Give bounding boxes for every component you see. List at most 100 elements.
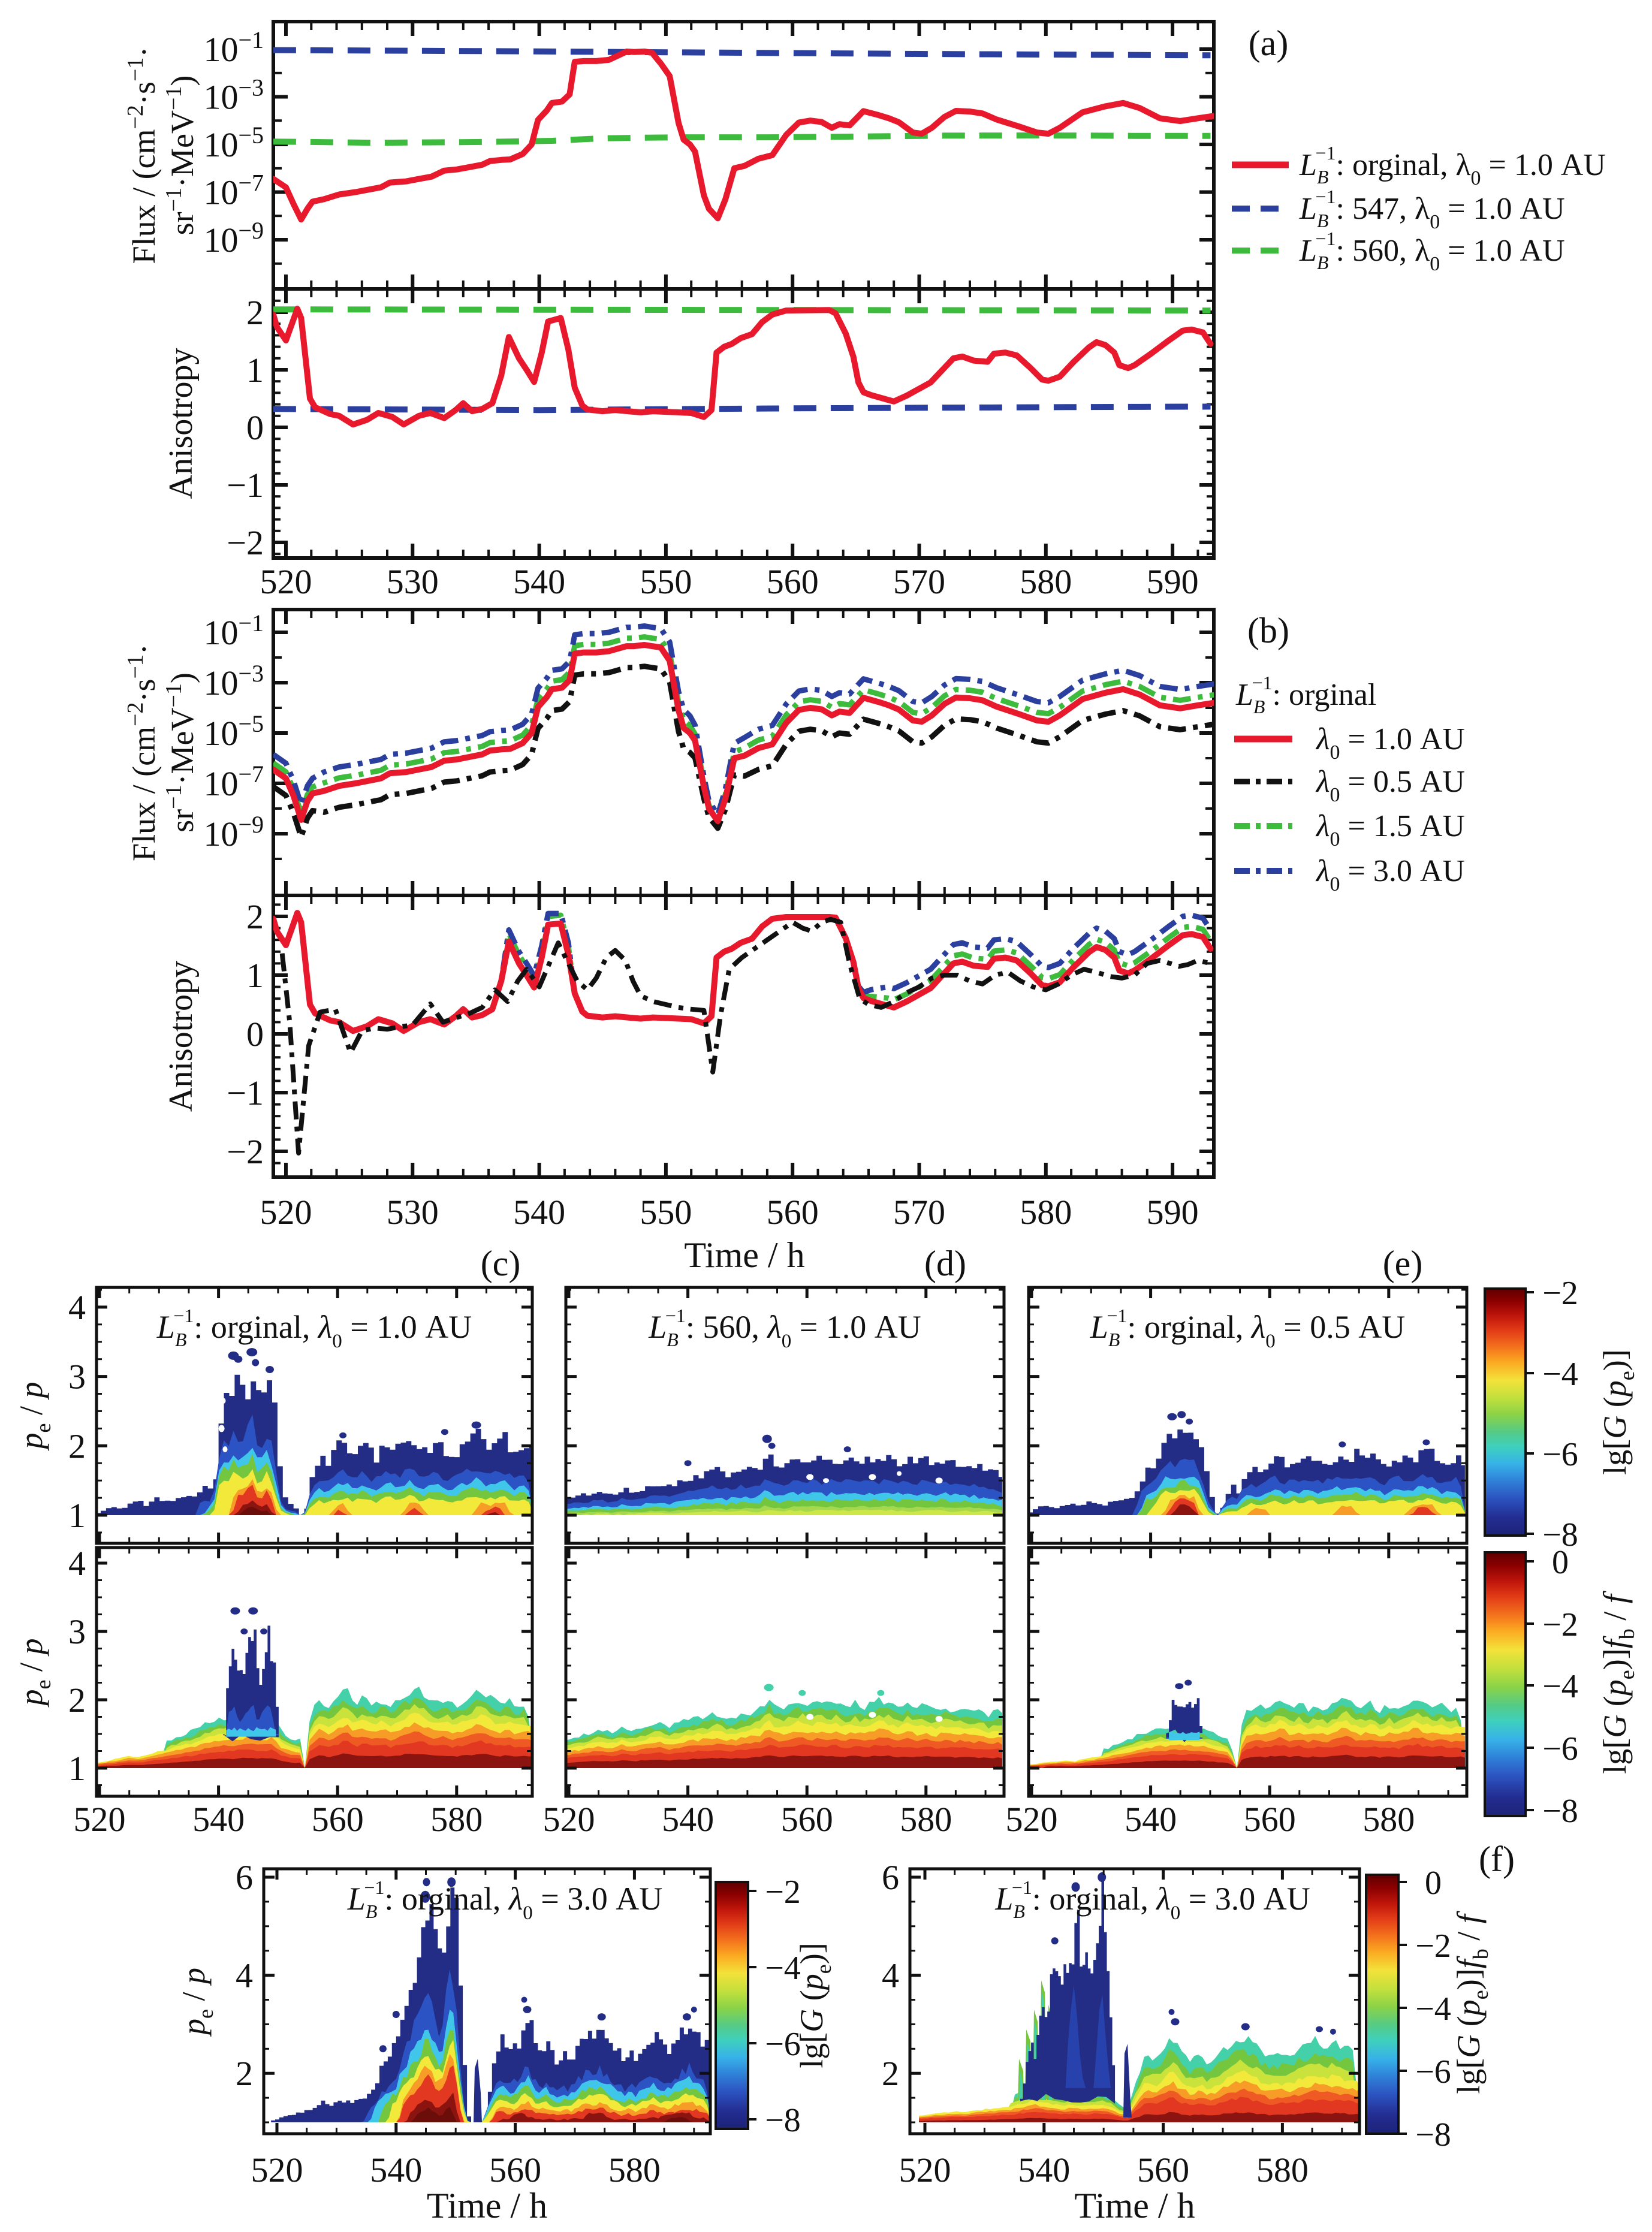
svg-text:−4: −4 bbox=[1542, 1356, 1578, 1393]
svg-text:550: 550 bbox=[640, 562, 692, 601]
svg-text:LB−1: orginal, λ0 = 3.0 AU: LB−1: orginal, λ0 = 3.0 AU bbox=[347, 1877, 662, 1924]
svg-text:1: 1 bbox=[68, 1496, 86, 1535]
svg-text:−4: −4 bbox=[1542, 1668, 1578, 1705]
svg-text:560: 560 bbox=[767, 1193, 819, 1232]
svg-text:10−3: 10−3 bbox=[203, 74, 264, 117]
svg-text:Time / h: Time / h bbox=[1074, 2186, 1195, 2225]
svg-text:540: 540 bbox=[192, 1800, 245, 1839]
svg-text:540: 540 bbox=[370, 2150, 422, 2189]
svg-text:2: 2 bbox=[68, 1681, 86, 1720]
svg-text:580: 580 bbox=[1020, 1193, 1072, 1232]
svg-text:520: 520 bbox=[74, 1800, 126, 1839]
svg-text:3: 3 bbox=[68, 1612, 86, 1651]
svg-text:570: 570 bbox=[893, 562, 945, 601]
svg-text:520: 520 bbox=[260, 1193, 312, 1232]
svg-text:520: 520 bbox=[899, 2150, 951, 2189]
svg-text:LB−1: 560, λ0 = 1.0 AU: LB−1: 560, λ0 = 1.0 AU bbox=[648, 1305, 921, 1352]
svg-text:540: 540 bbox=[662, 1800, 714, 1839]
svg-text:−2: −2 bbox=[1415, 1928, 1451, 1965]
svg-text:10−5: 10−5 bbox=[203, 710, 264, 753]
svg-text:3: 3 bbox=[68, 1358, 86, 1396]
svg-text:550: 550 bbox=[640, 1193, 692, 1232]
svg-text:−2: −2 bbox=[227, 1132, 264, 1171]
svg-text:−2: −2 bbox=[765, 1874, 801, 1911]
svg-text:540: 540 bbox=[513, 1193, 565, 1232]
svg-text:λ0 = 3.0 AU: λ0 = 3.0 AU bbox=[1315, 854, 1465, 895]
svg-text:4: 4 bbox=[68, 1288, 86, 1327]
svg-text:2: 2 bbox=[68, 1426, 86, 1465]
svg-text:580: 580 bbox=[1020, 562, 1072, 601]
svg-text:(f): (f) bbox=[1479, 1839, 1515, 1879]
svg-text:580: 580 bbox=[1362, 1800, 1415, 1839]
svg-text:−8: −8 bbox=[1415, 2116, 1451, 2153]
svg-text:0: 0 bbox=[1552, 1544, 1569, 1581]
svg-text:lg[G (pe)]fb / f: lg[G (pe)]fb / f bbox=[1597, 1590, 1639, 1773]
svg-text:LB−1: orginal, λ0 = 0.5 AU: LB−1: orginal, λ0 = 0.5 AU bbox=[1090, 1305, 1405, 1352]
svg-text:lg[G (pe)]: lg[G (pe)] bbox=[1597, 1349, 1639, 1474]
svg-text:Time / h: Time / h bbox=[427, 2186, 547, 2225]
svg-text:560: 560 bbox=[312, 1800, 364, 1839]
svg-text:−2: −2 bbox=[227, 523, 264, 562]
svg-text:540: 540 bbox=[1125, 1800, 1177, 1839]
svg-text:−6: −6 bbox=[1542, 1730, 1578, 1767]
svg-text:520: 520 bbox=[260, 562, 312, 601]
svg-text:(a): (a) bbox=[1249, 23, 1289, 63]
svg-text:−1: −1 bbox=[227, 466, 264, 505]
svg-text:−8: −8 bbox=[765, 2102, 801, 2139]
svg-text:580: 580 bbox=[608, 2150, 661, 2189]
svg-text:pe / p: pe / p bbox=[176, 1968, 218, 2037]
svg-text:530: 530 bbox=[387, 1193, 439, 1232]
svg-text:560: 560 bbox=[489, 2150, 541, 2189]
svg-text:560: 560 bbox=[781, 1800, 833, 1839]
svg-text:570: 570 bbox=[893, 1193, 945, 1232]
svg-text:−2: −2 bbox=[1542, 1275, 1578, 1312]
svg-text:Anisotropy: Anisotropy bbox=[162, 961, 200, 1112]
svg-text:520: 520 bbox=[251, 2150, 303, 2189]
svg-text:(e): (e) bbox=[1383, 1244, 1423, 1283]
svg-text:Time / h: Time / h bbox=[684, 1235, 804, 1275]
svg-text:(d): (d) bbox=[924, 1244, 966, 1283]
svg-text:pe / p: pe / p bbox=[13, 1639, 55, 1708]
svg-text:λ0 = 1.0 AU: λ0 = 1.0 AU bbox=[1315, 722, 1465, 764]
svg-text:540: 540 bbox=[1018, 2150, 1070, 2189]
svg-text:520: 520 bbox=[543, 1800, 595, 1839]
svg-text:590: 590 bbox=[1147, 562, 1199, 601]
svg-text:1: 1 bbox=[246, 956, 264, 995]
svg-text:580: 580 bbox=[430, 1800, 483, 1839]
svg-text:Flux / (cm−2·s−1·: Flux / (cm−2·s−1· bbox=[123, 644, 162, 861]
svg-text:−1: −1 bbox=[227, 1073, 264, 1112]
svg-text:6: 6 bbox=[236, 1858, 253, 1897]
svg-text:2: 2 bbox=[236, 2054, 253, 2093]
svg-text:0: 0 bbox=[246, 1015, 264, 1054]
svg-text:10−1: 10−1 bbox=[203, 610, 264, 652]
svg-text:Anisotropy: Anisotropy bbox=[162, 348, 200, 499]
svg-text:580: 580 bbox=[1256, 2150, 1309, 2189]
svg-text:−6: −6 bbox=[1542, 1436, 1578, 1473]
svg-text:4: 4 bbox=[882, 1956, 899, 1995]
svg-text:2: 2 bbox=[882, 2054, 899, 2093]
svg-text:560: 560 bbox=[1244, 1800, 1296, 1839]
svg-text:−8: −8 bbox=[1542, 1793, 1578, 1830]
svg-text:LB−1: orginal, λ0 = 1.0 AU: LB−1: orginal, λ0 = 1.0 AU bbox=[156, 1305, 472, 1352]
svg-text:580: 580 bbox=[900, 1800, 952, 1839]
svg-text:λ0 = 1.5 AU: λ0 = 1.5 AU bbox=[1315, 809, 1465, 850]
svg-text:520: 520 bbox=[1006, 1800, 1058, 1839]
svg-text:−4: −4 bbox=[765, 1950, 801, 1987]
svg-text:2: 2 bbox=[246, 897, 264, 936]
svg-text:0: 0 bbox=[246, 408, 264, 447]
svg-text:540: 540 bbox=[513, 562, 565, 601]
svg-text:lg[G (pe)]: lg[G (pe)] bbox=[794, 1943, 836, 2068]
svg-text:(c): (c) bbox=[481, 1244, 521, 1283]
svg-text:560: 560 bbox=[1137, 2150, 1189, 2189]
svg-text:0: 0 bbox=[1425, 1865, 1442, 1902]
svg-text:LB−1: orginal, λ0 = 3.0 AU: LB−1: orginal, λ0 = 3.0 AU bbox=[994, 1877, 1310, 1924]
svg-text:−4: −4 bbox=[1415, 1990, 1451, 2028]
svg-text:pe / p: pe / p bbox=[13, 1382, 55, 1452]
svg-text:1: 1 bbox=[246, 351, 264, 390]
svg-text:−8: −8 bbox=[1542, 1516, 1578, 1554]
svg-text:4: 4 bbox=[68, 1544, 86, 1583]
svg-text:−2: −2 bbox=[1542, 1606, 1578, 1643]
svg-text:LB−1: orginal: LB−1: orginal bbox=[1235, 672, 1376, 717]
svg-text:−6: −6 bbox=[765, 2026, 801, 2063]
svg-text:590: 590 bbox=[1147, 1193, 1199, 1232]
